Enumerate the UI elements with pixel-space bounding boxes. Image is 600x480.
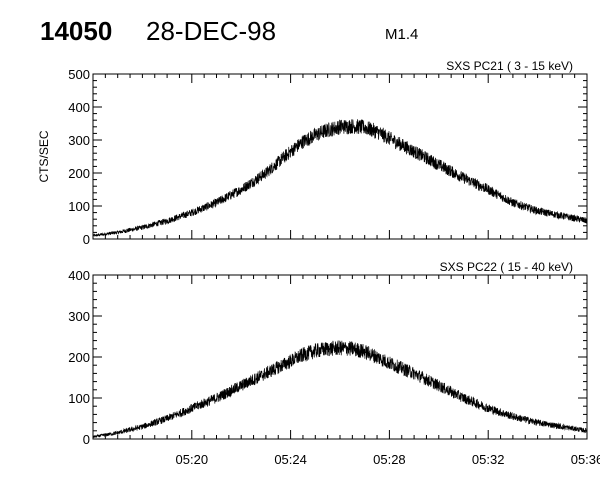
y-tick-label: 400	[68, 100, 90, 115]
panel-pc21: SXS PC21 ( 3 - 15 keV) CTS/SEC 0 100 200 300 4…	[37, 59, 588, 247]
y-tick-label: 300	[68, 309, 90, 324]
plot-frame	[92, 274, 588, 440]
series-line	[92, 340, 588, 438]
x-tick-label: 05:36	[571, 452, 600, 467]
y-tick-label: 400	[68, 268, 90, 283]
y-tick-label: 0	[83, 432, 90, 447]
plot-frame	[92, 73, 588, 240]
y-tick-label: 0	[83, 232, 90, 247]
y-tick-label: 100	[68, 199, 90, 214]
x-tick-label: 05:28	[373, 452, 406, 467]
panel-title: SXS PC22 ( 15 - 40 keV)	[440, 260, 573, 274]
x-tick-label: 05:20	[176, 452, 209, 467]
x-tick-label: 05:24	[274, 452, 307, 467]
y-tick-label: 200	[68, 350, 90, 365]
event-date: 28-DEC-98	[146, 16, 276, 46]
x-tick-label: 05:32	[472, 452, 505, 467]
y-tick-label: 300	[68, 133, 90, 148]
y-axis-label: CTS/SEC	[37, 130, 51, 182]
event-id: 14050	[40, 16, 112, 46]
panel-title: SXS PC21 ( 3 - 15 keV)	[446, 59, 573, 73]
flare-class: M1.4	[385, 26, 418, 43]
y-tick-label: 500	[68, 67, 90, 82]
panel-pc22: SXS PC22 ( 15 - 40 keV) 0 100 200 300 400 05:2…	[68, 260, 600, 467]
y-tick-label: 100	[68, 391, 90, 406]
y-tick-label: 200	[68, 166, 90, 181]
series-line	[92, 119, 588, 237]
